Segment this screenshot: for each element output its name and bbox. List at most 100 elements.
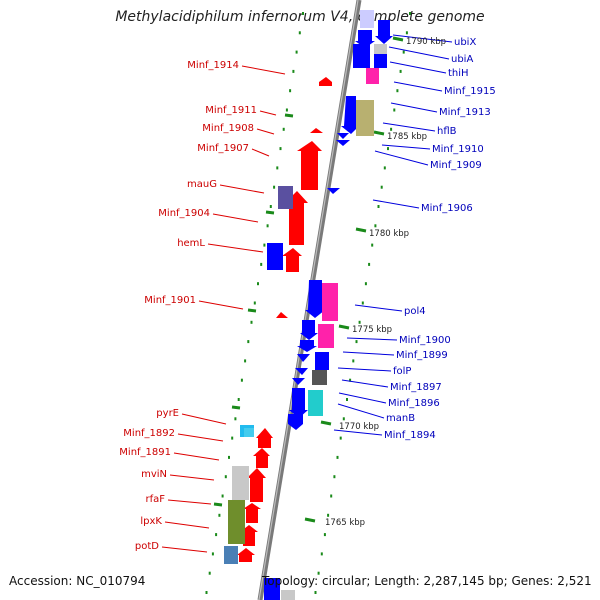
- gene-arrow[interactable]: [310, 128, 323, 133]
- gene-arrow[interactable]: [256, 428, 273, 448]
- gene-label[interactable]: mauG: [187, 179, 217, 190]
- outer-tick-dot: [371, 243, 374, 247]
- gene-box[interactable]: [232, 466, 249, 500]
- gene-label[interactable]: Minf_1904: [158, 208, 210, 219]
- scale-label: 1765 kbp: [325, 518, 365, 528]
- gene-arrow[interactable]: [297, 340, 317, 352]
- gene-arrow[interactable]: [297, 141, 322, 190]
- inner-tick-dot: [211, 552, 214, 556]
- leader-line: [177, 433, 224, 442]
- leader-line: [346, 337, 398, 341]
- inner-tick-dot: [247, 340, 250, 344]
- gene-box[interactable]: [228, 500, 245, 544]
- gene-label[interactable]: Minf_1892: [123, 428, 175, 439]
- gene-box[interactable]: [244, 428, 254, 437]
- gene-label[interactable]: Minf_1915: [444, 86, 496, 97]
- map-title: Methylacidiphilum infernorum V4, complet…: [115, 9, 485, 25]
- forward-strand-genes: [224, 77, 332, 564]
- gene-box[interactable]: [315, 352, 329, 370]
- gene-label[interactable]: mviN: [141, 469, 167, 480]
- gene-label[interactable]: Minf_1891: [119, 447, 171, 458]
- gene-arrow[interactable]: [288, 414, 303, 430]
- gene-label[interactable]: pyrE: [156, 408, 179, 419]
- gene-label[interactable]: manB: [386, 413, 415, 424]
- gene-label[interactable]: Minf_1899: [396, 350, 448, 361]
- gene-box[interactable]: [322, 283, 338, 321]
- gene-label[interactable]: rfaF: [145, 494, 165, 505]
- gene-arrow[interactable]: [247, 468, 266, 502]
- gene-arrow[interactable]: [237, 548, 255, 562]
- gene-arrow[interactable]: [337, 133, 349, 139]
- gene-arrow[interactable]: [355, 30, 375, 48]
- gene-arrow[interactable]: [282, 248, 302, 272]
- gene-box[interactable]: [374, 54, 387, 68]
- gene-arrow[interactable]: [341, 96, 359, 134]
- gene-label[interactable]: Minf_1907: [197, 143, 249, 154]
- gene-label[interactable]: Minf_1901: [144, 295, 196, 306]
- inner-tick-dot: [266, 224, 269, 228]
- leader-line: [212, 213, 259, 223]
- gene-box[interactable]: [360, 10, 374, 28]
- gene-arrow[interactable]: [276, 312, 288, 318]
- leader-line: [333, 429, 383, 436]
- gene-arrow[interactable]: [295, 368, 308, 375]
- gene-label[interactable]: Minf_1906: [421, 203, 473, 214]
- gene-label[interactable]: Minf_1897: [390, 382, 442, 393]
- outer-tick-dot: [380, 185, 383, 189]
- gene-box[interactable]: [356, 100, 374, 136]
- outer-tick-dot: [405, 31, 408, 35]
- scale-tick: [392, 36, 404, 42]
- gene-arrow[interactable]: [289, 388, 308, 418]
- gene-label[interactable]: Minf_1896: [388, 398, 440, 409]
- gene-box[interactable]: [264, 578, 280, 600]
- gene-label[interactable]: ubiA: [451, 54, 473, 65]
- gene-label[interactable]: Minf_1894: [384, 430, 436, 441]
- gene-label[interactable]: hemL: [177, 238, 205, 249]
- gene-box[interactable]: [312, 370, 327, 385]
- gene-label[interactable]: thiH: [448, 68, 469, 79]
- leader-line: [389, 61, 447, 74]
- gene-arrow[interactable]: [319, 77, 332, 86]
- gene-box[interactable]: [267, 243, 283, 270]
- gene-arrow[interactable]: [336, 140, 350, 146]
- gene-box[interactable]: [366, 68, 379, 84]
- gene-arrow[interactable]: [327, 188, 340, 194]
- inner-tick-dot: [218, 513, 221, 517]
- gene-label[interactable]: Minf_1900: [399, 335, 451, 346]
- gene-label[interactable]: pol4: [404, 306, 426, 317]
- inner-tick-dot: [269, 205, 272, 208]
- gene-label[interactable]: Minf_1909: [430, 160, 482, 171]
- gene-label[interactable]: potD: [135, 541, 159, 552]
- gene-box[interactable]: [308, 390, 323, 416]
- gene-arrow[interactable]: [243, 503, 261, 523]
- gene-arrow[interactable]: [305, 280, 325, 318]
- gene-box[interactable]: [374, 44, 387, 54]
- leader-line: [161, 546, 208, 553]
- leader-line: [181, 413, 227, 425]
- gene-arrow[interactable]: [292, 378, 305, 385]
- gene-label[interactable]: Minf_1914: [187, 60, 239, 71]
- gene-box[interactable]: [353, 44, 370, 68]
- gene-arrow[interactable]: [375, 20, 393, 44]
- gene-arrow[interactable]: [253, 448, 270, 468]
- gene-box[interactable]: [224, 546, 238, 564]
- scale-tick: [320, 420, 332, 426]
- inner-tick: [231, 405, 241, 410]
- gene-box[interactable]: [318, 324, 334, 348]
- gene-label[interactable]: ubiX: [454, 37, 476, 48]
- gene-arrow[interactable]: [300, 320, 318, 340]
- outer-tick-dot: [336, 455, 339, 459]
- outer-tick-dot: [390, 127, 393, 131]
- gene-box[interactable]: [278, 186, 293, 209]
- inner-tick-dot: [215, 533, 218, 537]
- gene-label[interactable]: hflB: [437, 126, 457, 137]
- gene-label[interactable]: Minf_1913: [439, 107, 491, 118]
- gene-label[interactable]: lpxK: [140, 516, 162, 527]
- gene-label[interactable]: Minf_1910: [432, 144, 484, 155]
- gene-label[interactable]: Minf_1911: [205, 105, 257, 116]
- outer-tick-dot: [368, 262, 371, 266]
- gene-label[interactable]: Minf_1908: [202, 123, 254, 134]
- gene-box[interactable]: [281, 590, 295, 600]
- gene-arrow[interactable]: [297, 354, 310, 362]
- gene-label[interactable]: folP: [393, 366, 411, 377]
